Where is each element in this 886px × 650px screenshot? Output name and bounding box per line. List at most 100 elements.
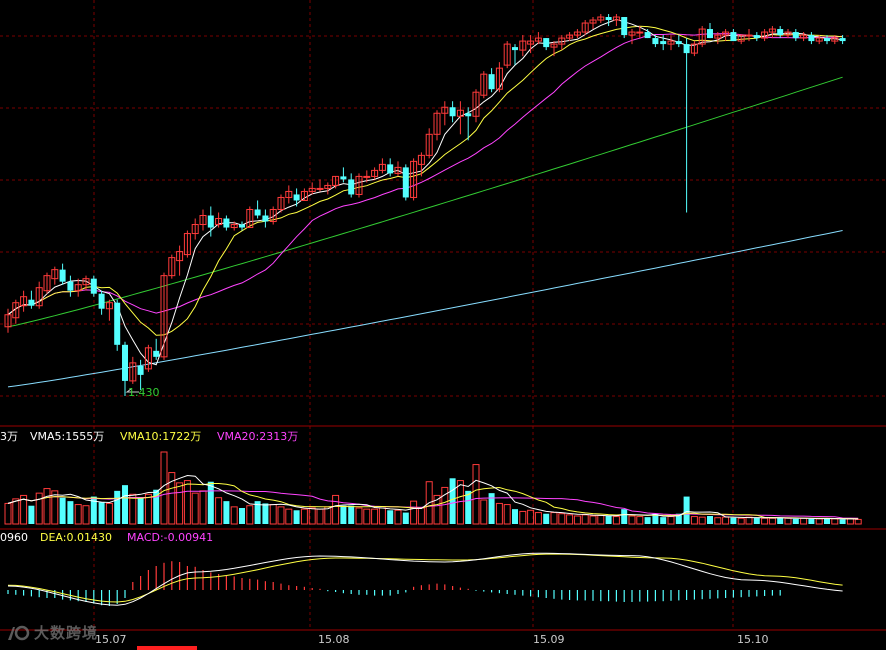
volume-bar-up bbox=[324, 506, 332, 525]
vma10-label: VMA10:1722万 bbox=[120, 430, 201, 443]
volume-bar-up bbox=[183, 480, 191, 525]
volume-bar-up bbox=[269, 504, 277, 525]
volume-bar-up bbox=[43, 488, 51, 525]
candle-body-up bbox=[433, 112, 441, 135]
volume-bar-up bbox=[495, 502, 503, 525]
candle-body-up bbox=[495, 67, 503, 90]
candle-body-up bbox=[160, 275, 168, 358]
candle-body-down bbox=[777, 29, 784, 36]
candle-body-up bbox=[191, 224, 199, 235]
candle-body-up bbox=[300, 190, 308, 201]
volume-bar-up bbox=[129, 493, 137, 525]
candle-body-up bbox=[316, 187, 324, 190]
volume-bar-up bbox=[737, 517, 745, 525]
volume-bar-up bbox=[784, 517, 792, 525]
volume-bar-up bbox=[761, 517, 769, 525]
candle-body-down bbox=[387, 164, 394, 174]
volume-bar-down bbox=[652, 513, 659, 524]
candle-body-down bbox=[683, 44, 690, 54]
candle-body-up bbox=[215, 218, 223, 226]
candle-body-up bbox=[20, 296, 28, 307]
candle-body-up bbox=[597, 16, 605, 21]
ma5-line bbox=[7, 18, 843, 366]
volume-bar-up bbox=[472, 464, 480, 525]
volume-bar-up bbox=[410, 500, 418, 525]
candle-body-down bbox=[67, 281, 74, 291]
volume-bar-up bbox=[714, 517, 722, 525]
volume-bar-up bbox=[831, 518, 839, 525]
macd-panel bbox=[7, 552, 843, 606]
diff-label: 0960 bbox=[0, 531, 28, 544]
volume-bar-up bbox=[854, 518, 862, 525]
volume-bar-down bbox=[512, 509, 518, 524]
volume-bar-up bbox=[597, 514, 605, 525]
volume-bar-up bbox=[300, 508, 308, 525]
volume-bar-down bbox=[293, 510, 300, 524]
volume-bar-up bbox=[534, 512, 542, 525]
volume-bar-up bbox=[417, 507, 425, 525]
volume-bar-up bbox=[332, 494, 340, 525]
volume-bar-down bbox=[59, 497, 66, 524]
candle-body-down bbox=[262, 215, 269, 222]
x-tick-label: 15.08 bbox=[318, 633, 350, 646]
candle-body-down bbox=[488, 74, 495, 90]
candle-body-up bbox=[332, 175, 340, 186]
candle-body-up bbox=[425, 133, 433, 156]
macd-label: MACD:-0.00941 bbox=[127, 531, 213, 544]
candle-body-up bbox=[667, 40, 675, 45]
volume-bar-up bbox=[745, 516, 753, 525]
volume-bar-up bbox=[566, 514, 574, 525]
candle-body-up bbox=[503, 43, 511, 66]
candle-body-down bbox=[652, 38, 659, 45]
candle-body-up bbox=[105, 302, 113, 310]
volume-bar-up bbox=[589, 515, 597, 525]
candle-body-down bbox=[792, 32, 799, 39]
vol-label: 3万 bbox=[0, 430, 18, 443]
candle-body-up bbox=[534, 37, 542, 42]
time-cursor-marker bbox=[137, 646, 197, 650]
candle-body-down bbox=[543, 38, 550, 48]
volume-bar-up bbox=[636, 516, 644, 525]
volume-bar-up bbox=[394, 509, 402, 525]
candle-body-up bbox=[714, 34, 722, 39]
volume-bar-up bbox=[815, 518, 823, 525]
candle-body-down bbox=[98, 293, 105, 309]
candle-body-up bbox=[129, 362, 137, 382]
candle-body-up bbox=[277, 196, 285, 210]
candle-body-up bbox=[761, 31, 769, 39]
volume-bar-up bbox=[199, 490, 207, 525]
candle-body-up bbox=[363, 175, 371, 178]
volume-bar-down bbox=[262, 503, 269, 524]
candle-body-up bbox=[74, 284, 82, 292]
volume-bar-down bbox=[223, 501, 230, 524]
ma120-line bbox=[7, 230, 843, 388]
candle-body-down bbox=[824, 38, 830, 42]
candle-body-up bbox=[35, 287, 43, 307]
candle-body-down bbox=[114, 302, 121, 345]
volume-bar-down bbox=[707, 516, 713, 524]
low-price-annotation: 1.430 bbox=[128, 386, 160, 399]
volume-bar-down bbox=[153, 489, 160, 524]
candle-body-up bbox=[768, 28, 776, 33]
candle-body-up bbox=[417, 154, 425, 165]
volume-bar-down bbox=[465, 490, 472, 524]
candle-body-up bbox=[722, 31, 730, 36]
candle-body-up bbox=[558, 37, 566, 45]
volume-bar-down bbox=[644, 517, 651, 524]
candle-body-up bbox=[394, 166, 402, 174]
volume-bar-down bbox=[777, 517, 784, 524]
ma20-line bbox=[7, 33, 843, 316]
volume-bar-up bbox=[503, 504, 511, 525]
candle-body-up bbox=[410, 160, 418, 198]
volume-bar-down bbox=[730, 517, 737, 524]
dea-label: DEA:0.01430 bbox=[40, 531, 112, 544]
volume-bar-up bbox=[363, 508, 371, 525]
candle-body-down bbox=[137, 365, 144, 375]
volume-bar-down bbox=[239, 508, 245, 524]
volume-bar-down bbox=[660, 517, 667, 524]
volume-bar-up bbox=[277, 506, 285, 525]
candle-body-up bbox=[589, 19, 597, 24]
candle-body-up bbox=[12, 302, 20, 319]
volume-bar-up bbox=[800, 517, 808, 525]
